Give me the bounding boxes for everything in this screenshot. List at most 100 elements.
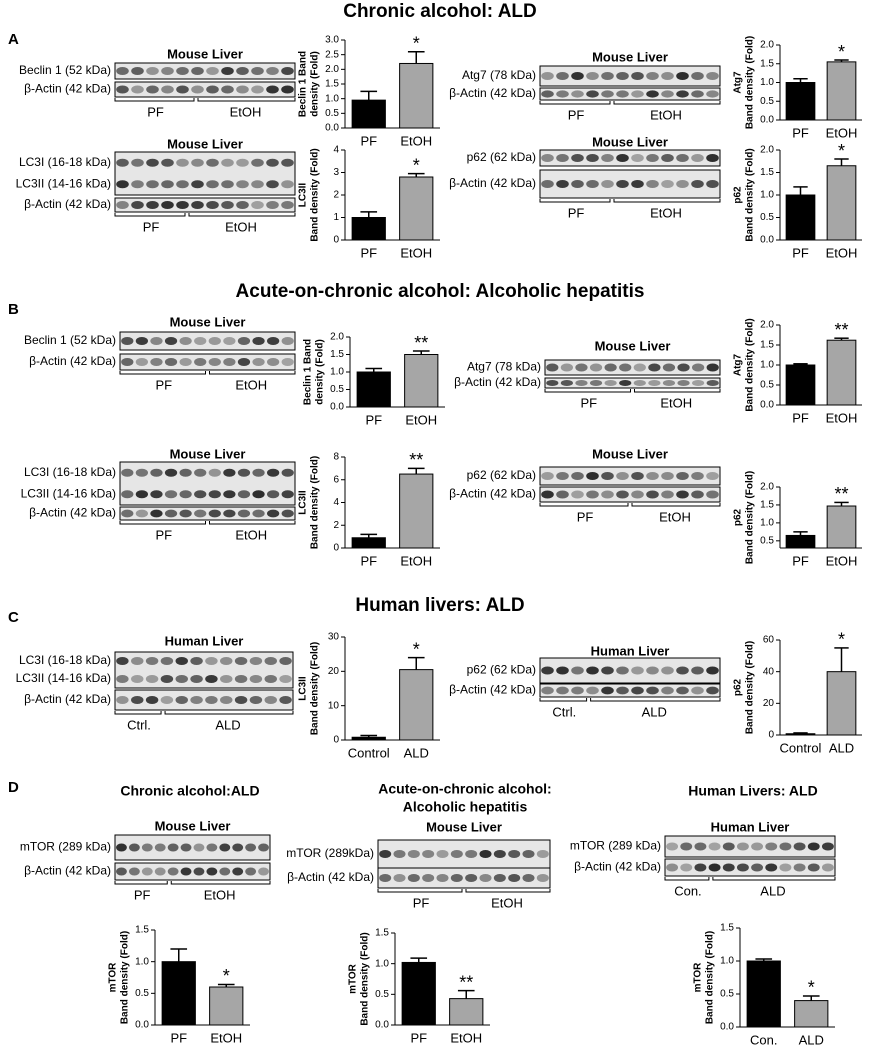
blot-band bbox=[161, 67, 174, 75]
blot-band bbox=[586, 154, 599, 162]
blot-band bbox=[131, 201, 144, 209]
blot-box bbox=[119, 331, 296, 351]
y-tick-label: 1.0 bbox=[135, 956, 149, 967]
blot-title: Human Liver bbox=[591, 643, 670, 658]
blot-box bbox=[539, 466, 721, 486]
blot-row-label: Beclin 1 (52 kDa) bbox=[19, 63, 111, 77]
x-tick-label: PF bbox=[365, 412, 382, 427]
blot-band bbox=[179, 337, 192, 345]
blot-band bbox=[266, 180, 279, 189]
blot-band bbox=[393, 850, 406, 858]
blot-band bbox=[661, 180, 674, 188]
blot-band bbox=[180, 867, 192, 876]
y-axis-label: Band density (Fold) bbox=[360, 932, 371, 1025]
bar bbox=[399, 62, 434, 129]
panel-subtitle: Alcoholic hepatitis bbox=[403, 799, 528, 815]
blot-row-label: mTOR (289 kDa) bbox=[20, 840, 111, 854]
y-tick-label: 1.0 bbox=[760, 77, 774, 88]
blot-band bbox=[135, 509, 148, 518]
blot-row-label: Beclin 1 (52 kDa) bbox=[24, 333, 116, 347]
y-tick-label: 0.0 bbox=[330, 402, 344, 413]
blot-band bbox=[208, 337, 221, 345]
blot-band bbox=[219, 867, 231, 876]
y-tick-label: 1.0 bbox=[720, 956, 734, 967]
blot-band bbox=[560, 380, 573, 386]
blot-band bbox=[379, 850, 392, 858]
blot-band bbox=[616, 472, 629, 480]
y-tick-label: 0.0 bbox=[375, 1020, 389, 1031]
blot-band bbox=[706, 666, 719, 675]
blot-title: Mouse Liver bbox=[426, 819, 502, 834]
blot-row-label: Atg7 (78 kDa) bbox=[467, 360, 541, 374]
blot-band bbox=[179, 490, 192, 499]
blot-band bbox=[479, 874, 492, 882]
panel-letter: B bbox=[8, 301, 19, 318]
bar bbox=[826, 165, 857, 241]
blot-row-label: mTOR (289 kDa) bbox=[570, 839, 661, 853]
blot-title: Mouse Liver bbox=[592, 49, 668, 64]
blot-band bbox=[571, 472, 584, 480]
y-tick-label: 0.0 bbox=[760, 235, 774, 246]
group-label: EtOH bbox=[491, 895, 523, 910]
x-tick-label: EtOH bbox=[450, 1030, 482, 1045]
blot-band bbox=[258, 843, 269, 852]
y-tick-label: 0.5 bbox=[720, 989, 734, 1000]
y-tick-label: 30 bbox=[328, 632, 340, 643]
blot-band bbox=[175, 657, 188, 665]
blot-box bbox=[114, 81, 296, 98]
group-bracket bbox=[539, 503, 721, 507]
blot-band bbox=[661, 72, 674, 80]
group-label: ALD bbox=[642, 704, 667, 719]
blot-band bbox=[267, 490, 280, 499]
blot-band bbox=[249, 696, 263, 704]
blot-band bbox=[661, 666, 674, 675]
blot-band bbox=[176, 85, 189, 94]
bar bbox=[785, 534, 816, 549]
group-label: PF bbox=[155, 377, 172, 392]
y-axis-label: Atg7 bbox=[733, 353, 744, 376]
blot-band bbox=[589, 380, 603, 386]
y-tick-label: 20 bbox=[328, 666, 340, 677]
group-label: Ctrl. bbox=[552, 704, 576, 719]
group-label: EtOH bbox=[235, 377, 267, 392]
significance: ** bbox=[459, 972, 473, 992]
blot-band bbox=[135, 490, 148, 499]
blot-row-label: LC3II (14-16 kDa) bbox=[16, 176, 111, 190]
y-tick-label: 1.0 bbox=[325, 93, 339, 104]
significance: * bbox=[808, 978, 815, 998]
y-axis-label: LC3II bbox=[298, 676, 309, 701]
blot-band bbox=[116, 696, 129, 704]
blot-band bbox=[252, 358, 265, 366]
blot-band bbox=[161, 201, 174, 209]
x-tick-label: ALD bbox=[799, 1032, 824, 1047]
y-tick-label: 0.5 bbox=[760, 212, 774, 223]
blot-band bbox=[692, 363, 705, 372]
blot-band bbox=[706, 72, 719, 80]
blot-band bbox=[436, 874, 449, 882]
y-tick-label: 0 bbox=[333, 735, 339, 746]
blot-band bbox=[221, 180, 234, 189]
blot-band bbox=[422, 874, 435, 882]
blot-band bbox=[251, 180, 264, 189]
blot-band bbox=[251, 158, 264, 167]
blot-band bbox=[676, 666, 689, 675]
blot-band bbox=[249, 657, 263, 665]
blot-band bbox=[493, 850, 506, 858]
blot-title: Mouse Liver bbox=[592, 134, 668, 149]
x-tick-label: PF bbox=[360, 553, 377, 568]
blot-band bbox=[779, 842, 792, 851]
blot-band bbox=[131, 180, 144, 189]
x-tick-label: EtOH bbox=[826, 553, 858, 568]
y-tick-label: 0.5 bbox=[760, 380, 774, 391]
blot-band bbox=[145, 675, 159, 683]
group-bracket bbox=[114, 213, 296, 217]
group-bracket bbox=[377, 889, 551, 893]
blot-band bbox=[190, 657, 203, 665]
bar bbox=[351, 99, 386, 129]
blot-band bbox=[251, 201, 264, 209]
blot-band bbox=[662, 363, 676, 372]
x-tick-label: EtOH bbox=[826, 125, 858, 140]
y-tick-label: 1.5 bbox=[375, 928, 389, 939]
blot-row-label: β-Actin (42 kDa) bbox=[449, 86, 536, 100]
blot-band bbox=[252, 509, 265, 518]
